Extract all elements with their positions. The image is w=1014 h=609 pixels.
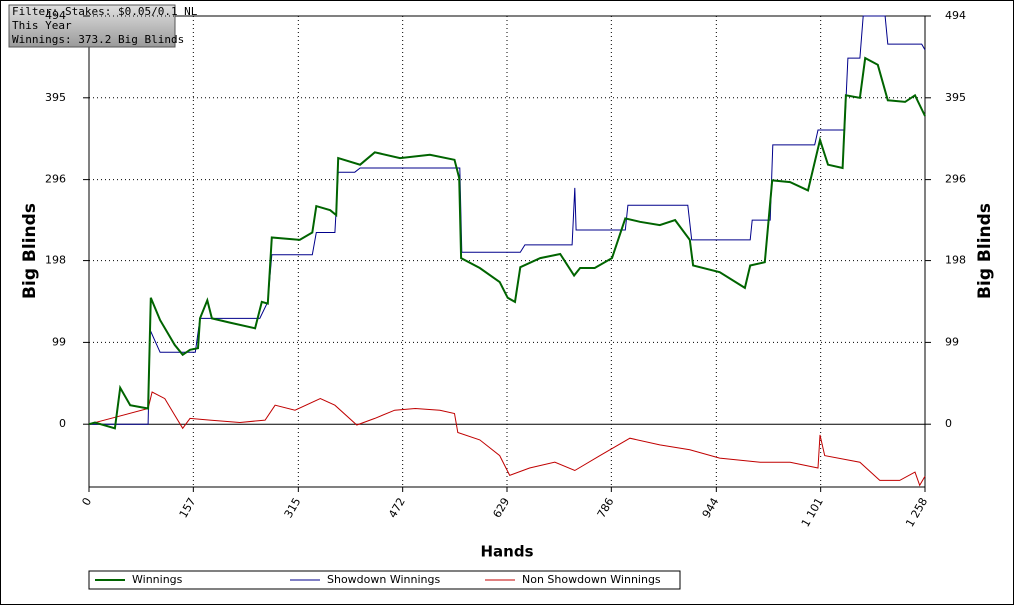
- series-line: [88, 391, 926, 487]
- y2-tick-label: 198: [945, 254, 966, 267]
- y-tick-label: 395: [45, 91, 66, 104]
- info-box: [8, 4, 176, 48]
- y-tick-label: 494: [45, 9, 66, 22]
- y-tick-label: 198: [45, 254, 66, 267]
- legend: [88, 570, 681, 590]
- legend-label: Showdown Winnings: [327, 573, 441, 586]
- info-text: Winnings: 373.2 Big Blinds: [12, 33, 184, 46]
- y-tick-label: 296: [45, 173, 66, 186]
- x-axis-label: Hands: [480, 543, 533, 561]
- y2-tick-label: 99: [945, 335, 959, 348]
- y2-tick-label: 494: [945, 9, 966, 22]
- info-text: This Year: [12, 19, 72, 32]
- info-text: Filter: Stakes: $0.05/0.1 NL: [12, 5, 198, 18]
- y-tick-label: 99: [52, 335, 66, 348]
- series-line: [89, 15, 926, 425]
- y2-tick-label: 0: [945, 417, 952, 430]
- y2-tick-label: 395: [945, 91, 966, 104]
- legend-label: Winnings: [132, 573, 183, 586]
- y-tick-label: 0: [59, 417, 66, 430]
- series-line: [88, 56, 926, 430]
- y-axis-label: Big Blinds: [20, 203, 40, 299]
- y2-tick-label: 296: [945, 173, 966, 186]
- legend-label: Non Showdown Winnings: [522, 573, 661, 586]
- y2-axis-label: Big Blinds: [975, 203, 995, 299]
